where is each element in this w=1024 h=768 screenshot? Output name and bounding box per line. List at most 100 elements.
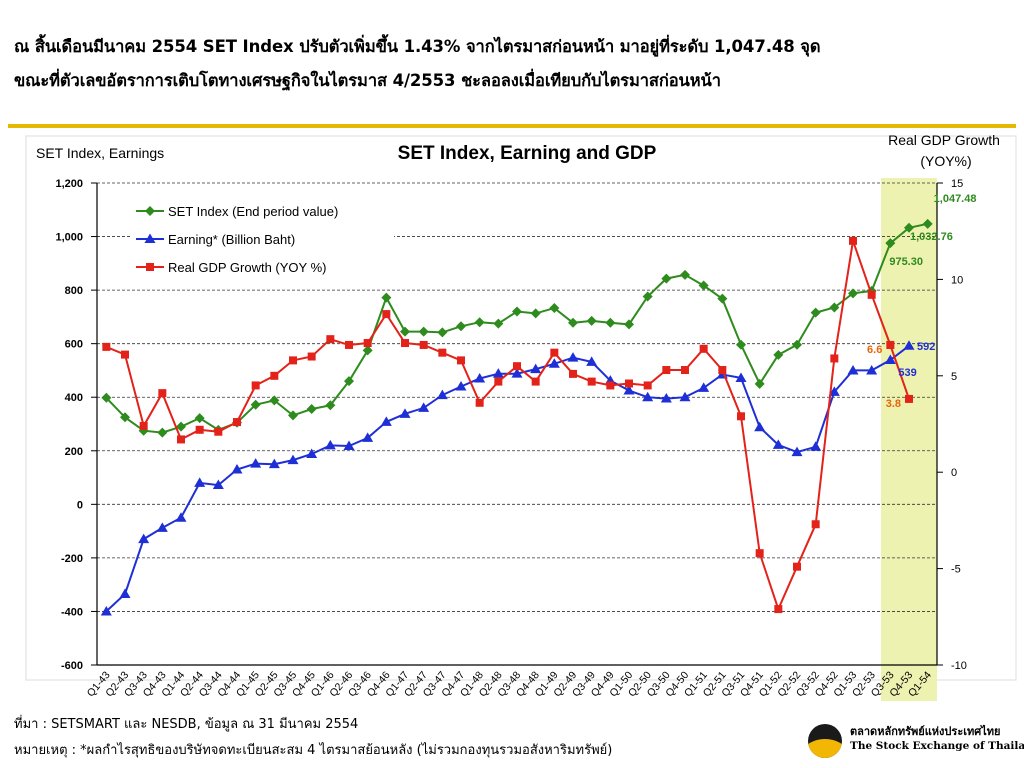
earning-point: [100, 605, 112, 616]
chart-title: SET Index, Earning and GDP: [398, 143, 657, 164]
earning-point: [455, 381, 467, 391]
set-index-point: [176, 421, 186, 432]
footer: ที่มา : SETSMART และ NESDB, ข้อมูล ณ 31 …: [14, 712, 612, 764]
gdp-growth-point: [643, 381, 652, 390]
earning-point: [492, 368, 504, 378]
earning-point: [866, 364, 878, 375]
data-label: 975.30: [889, 256, 923, 268]
set-index-point: [362, 345, 373, 356]
earning-point: [343, 440, 355, 450]
gdp-growth-point: [270, 371, 279, 380]
set-index-point: [717, 293, 728, 304]
y-right-axis-title-unit: (YOY%): [920, 153, 971, 169]
earning-point: [791, 446, 803, 457]
y-left-tick-label: 1,000: [55, 232, 83, 244]
gdp-growth-point: [662, 366, 671, 375]
earning-point: [380, 416, 392, 426]
divider: [8, 124, 1016, 128]
gdp-growth-point: [886, 340, 895, 349]
set-index-point: [381, 292, 392, 303]
y-left-tick-label: -400: [61, 606, 83, 618]
earning-point: [810, 441, 822, 451]
gdp-growth-point: [905, 394, 913, 403]
earning-point: [306, 448, 318, 458]
data-label: 539: [898, 367, 916, 379]
set-index-point: [922, 218, 933, 229]
y-left-tick-label: -200: [61, 553, 83, 565]
set-index-point: [642, 291, 653, 302]
earning-point: [735, 372, 747, 382]
set-index-point: [773, 349, 784, 360]
gdp-growth-point: [401, 339, 409, 348]
earning-point: [250, 458, 262, 468]
set-index-point: [194, 413, 205, 424]
set-index-point: [605, 317, 616, 328]
earning-point: [567, 352, 579, 362]
source-note: ที่มา : SETSMART และ NESDB, ข้อมูล ณ 31 …: [14, 717, 359, 732]
set-logo-icon: [808, 724, 842, 758]
gdp-growth-point: [755, 549, 764, 558]
earning-point: [194, 477, 206, 487]
gdp-growth-point: [774, 605, 783, 614]
legend-swatch-marker: [144, 233, 156, 243]
set-index-point: [680, 269, 690, 280]
set-index-point: [829, 302, 840, 313]
gdp-growth-point: [214, 427, 223, 436]
gdp-growth-point: [121, 350, 129, 359]
headline-line-1: ณ สิ้นเดือนมีนาคม 2554 SET Index ปรับตัว…: [14, 37, 821, 56]
set-index-point: [624, 319, 634, 330]
earning-point: [156, 522, 168, 532]
set-index-point: [512, 306, 522, 317]
earning-point: [586, 356, 598, 366]
earning-point: [623, 385, 635, 395]
gdp-growth-point: [737, 412, 745, 421]
set-index-point: [586, 315, 597, 326]
gdp-growth-point: [494, 377, 503, 386]
gdp-growth-point: [233, 418, 241, 427]
gdp-growth-point: [345, 340, 353, 349]
gdp-growth-point: [606, 381, 615, 390]
data-label: 592: [917, 341, 935, 353]
y-right-tick-label: 5: [951, 371, 957, 383]
gdp-growth-point: [849, 236, 857, 245]
earning-line: [105, 345, 910, 613]
earning-point: [324, 439, 336, 450]
y-right-tick-label: -5: [951, 564, 961, 576]
gdp-growth-line: [105, 240, 910, 612]
set-index-point: [754, 378, 765, 389]
legend-swatch-marker: [146, 263, 154, 271]
earning-point: [530, 363, 542, 374]
set-index-point: [269, 395, 280, 406]
gdp-growth-point: [830, 354, 839, 363]
earning-point: [399, 408, 411, 418]
set-index-point: [530, 308, 541, 319]
gdp-growth-point: [811, 520, 820, 529]
gdp-growth-point: [475, 398, 484, 407]
y-right-tick-label: 10: [951, 274, 963, 286]
gdp-growth-point: [382, 310, 391, 319]
earning-point: [362, 432, 374, 442]
gdp-growth-point: [419, 340, 428, 349]
gdp-growth-point: [326, 335, 335, 344]
y-left-tick-label: -600: [61, 660, 83, 672]
legend-swatch-marker: [145, 206, 155, 216]
legend-label: SET Index (End period value): [168, 204, 338, 219]
set-index-point: [792, 339, 802, 350]
y-left-tick-label: 0: [77, 499, 83, 511]
gdp-growth-point: [102, 342, 111, 351]
y-right-tick-label: -10: [951, 660, 967, 672]
earning-point: [511, 368, 523, 378]
set-index-point: [306, 404, 317, 415]
set-index-point: [101, 392, 112, 403]
y-left-axis-title: SET Index, Earnings: [36, 145, 164, 161]
earning-point: [698, 382, 710, 392]
y-left-tick-label: 200: [65, 446, 83, 458]
earning-point: [642, 391, 654, 402]
gdp-growth-point: [363, 339, 372, 348]
gdp-growth-point: [177, 435, 185, 444]
gdp-growth-point: [195, 425, 204, 434]
gdp-growth-point: [251, 381, 260, 390]
y-left-tick-label: 800: [65, 285, 83, 297]
set-index-point: [344, 376, 354, 387]
y-left-tick-label: 400: [65, 392, 83, 404]
